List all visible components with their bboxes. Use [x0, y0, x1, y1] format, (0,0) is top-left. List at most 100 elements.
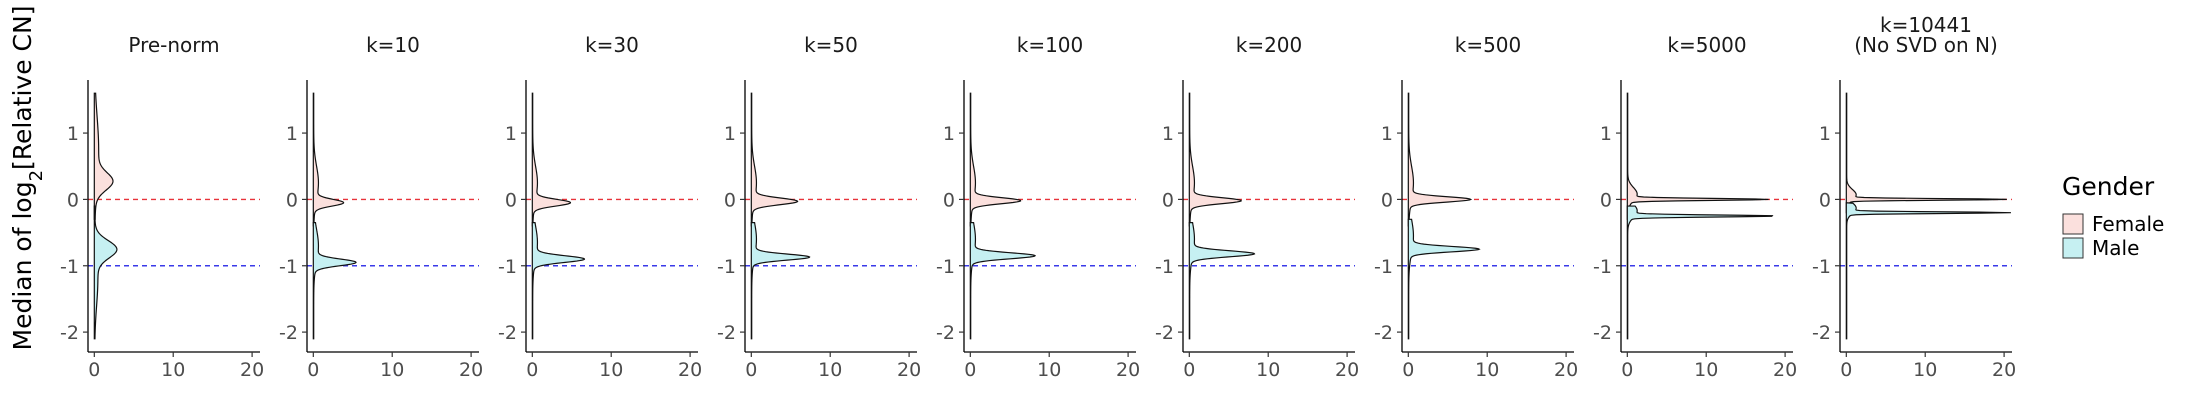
y-tick-label: -2: [279, 322, 298, 344]
y-tick-label: 0: [1381, 189, 1393, 211]
y-axis-label: Median of log2[Relative CN]: [8, 6, 47, 351]
x-tick-label: 10: [161, 359, 185, 381]
x-tick-label: 10: [818, 359, 842, 381]
x-tick-label: 20: [897, 359, 921, 381]
x-tick-label: 0: [745, 359, 757, 381]
y-tick-label: -1: [279, 256, 298, 278]
y-tick-label: 1: [67, 123, 79, 145]
y-tick-label: -1: [717, 256, 736, 278]
y-tick-label: -2: [936, 322, 955, 344]
y-tick-label: -2: [498, 322, 517, 344]
x-tick-label: 0: [964, 359, 976, 381]
x-tick-label: 20: [678, 359, 702, 381]
y-tick-label: 0: [724, 189, 736, 211]
panel-title: (No SVD on N): [1854, 33, 1998, 57]
y-tick-label: -2: [1812, 322, 1831, 344]
y-tick-label: -1: [60, 256, 79, 278]
x-tick-label: 10: [1913, 359, 1937, 381]
y-tick-label: -2: [717, 322, 736, 344]
x-tick-label: 0: [88, 359, 100, 381]
y-tick-label: 1: [1819, 123, 1831, 145]
x-tick-label: 20: [459, 359, 483, 381]
x-tick-label: 0: [1402, 359, 1414, 381]
y-tick-label: 1: [724, 123, 736, 145]
male-violin: [531, 222, 586, 340]
legend-swatch: [2062, 213, 2084, 235]
x-tick-label: 0: [1183, 359, 1195, 381]
male-violin: [1626, 205, 1774, 340]
panel-title: k=200: [1236, 33, 1303, 57]
x-tick-label: 10: [1694, 359, 1718, 381]
panel-title: k=500: [1455, 33, 1522, 57]
female-violin: [1845, 92, 2007, 214]
y-tick-label: -1: [1374, 256, 1393, 278]
male-violin: [969, 222, 1037, 340]
x-tick-label: 10: [599, 359, 623, 381]
male-violin: [312, 222, 357, 340]
y-tick-label: -1: [1812, 256, 1831, 278]
x-tick-label: 20: [1773, 359, 1797, 381]
x-tick-label: 0: [526, 359, 538, 381]
y-tick-label: -1: [936, 256, 955, 278]
panel-title: k=10: [366, 33, 420, 57]
panel-title: Pre-norm: [128, 33, 219, 57]
panel-title: k=10441: [1880, 13, 1972, 37]
y-tick-label: 0: [1162, 189, 1174, 211]
y-tick-label: 1: [1381, 123, 1393, 145]
panel-title: k=5000: [1667, 33, 1746, 57]
panel-title: k=50: [804, 33, 858, 57]
x-tick-label: 20: [240, 359, 264, 381]
y-tick-label: 1: [286, 123, 298, 145]
female-violin: [750, 92, 799, 227]
x-tick-label: 0: [1621, 359, 1633, 381]
female-violin: [531, 92, 572, 227]
x-tick-label: 10: [1256, 359, 1280, 381]
x-tick-label: 20: [1116, 359, 1140, 381]
y-tick-label: 0: [67, 189, 79, 211]
x-tick-label: 10: [1037, 359, 1061, 381]
x-tick-label: 0: [307, 359, 319, 381]
male-violin: [93, 205, 118, 340]
x-tick-label: 10: [380, 359, 404, 381]
legend-label: Female: [2092, 212, 2164, 236]
legend-swatch: [2062, 237, 2084, 259]
legend-label: Male: [2092, 236, 2139, 260]
y-tick-label: -2: [1593, 322, 1612, 344]
y-tick-label: 1: [1162, 123, 1174, 145]
male-violin: [750, 222, 811, 340]
y-tick-label: 0: [286, 189, 298, 211]
male-violin: [1188, 222, 1256, 340]
panel-title: k=30: [585, 33, 639, 57]
x-tick-label: 20: [1335, 359, 1359, 381]
x-tick-label: 0: [1840, 359, 1852, 381]
x-tick-label: 10: [1475, 359, 1499, 381]
y-tick-label: 1: [943, 123, 955, 145]
x-tick-label: 20: [1554, 359, 1578, 381]
panel-title: k=100: [1017, 33, 1084, 57]
female-violin: [1407, 92, 1473, 227]
y-tick-label: 1: [505, 123, 517, 145]
y-tick-label: -1: [498, 256, 517, 278]
female-violin: [93, 92, 114, 220]
y-tick-label: -2: [1374, 322, 1393, 344]
female-violin: [312, 92, 345, 227]
y-tick-label: -2: [60, 322, 79, 344]
y-tick-label: 1: [1600, 123, 1612, 145]
x-tick-label: 20: [1992, 359, 2016, 381]
y-tick-label: -2: [1155, 322, 1174, 344]
female-violin: [1188, 92, 1242, 227]
y-tick-label: -1: [1155, 256, 1174, 278]
male-violin: [1845, 202, 2011, 340]
female-violin: [1626, 92, 1769, 220]
